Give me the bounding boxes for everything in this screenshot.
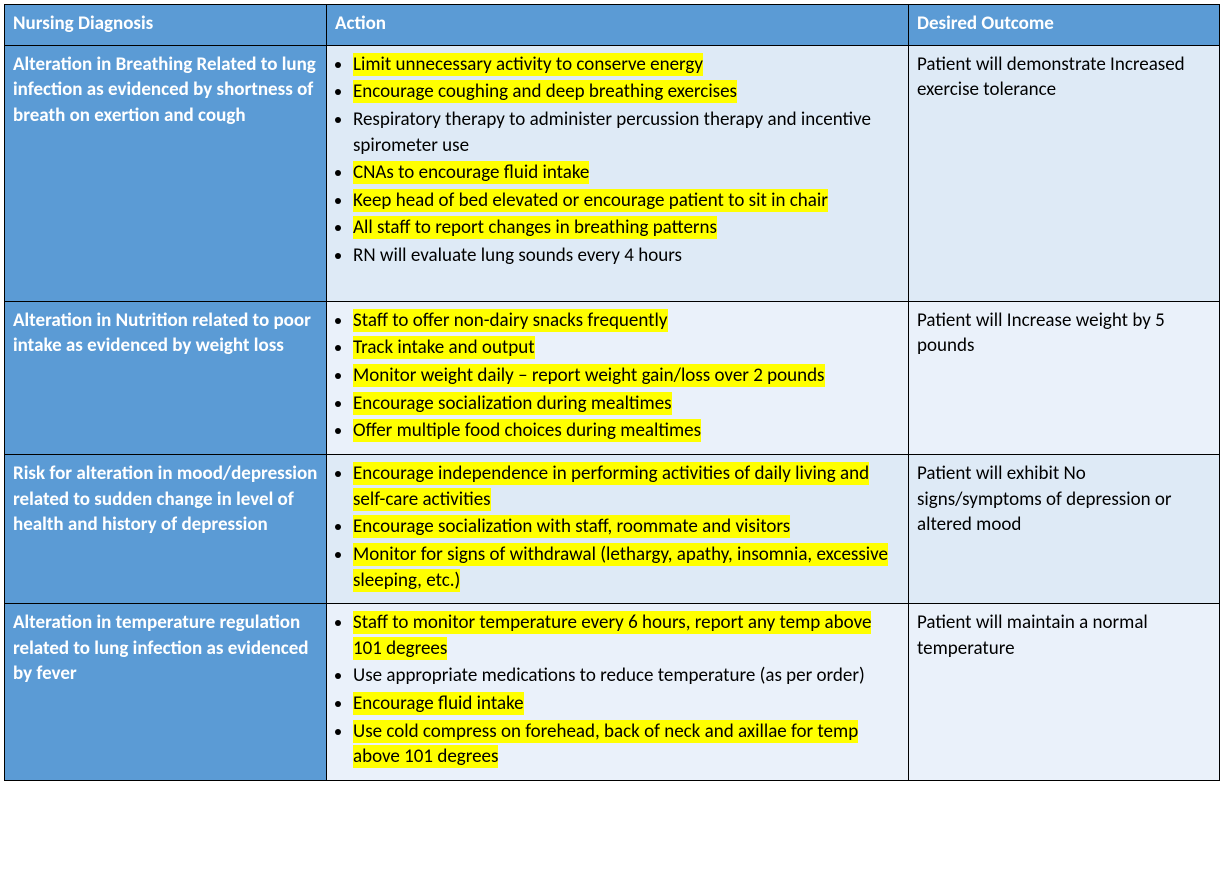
outcome-cell: Patient will maintain a normal temperatu…: [909, 604, 1220, 781]
col-header-action: Action: [327, 5, 909, 46]
action-item: Monitor weight daily – report weight gai…: [353, 363, 900, 389]
action-item: Staff to offer non-dairy snacks frequent…: [353, 308, 900, 334]
diagnosis-cell: Alteration in temperature regulation rel…: [5, 604, 327, 781]
action-text: Encourage socialization with staff, room…: [353, 515, 790, 538]
action-text: Staff to monitor temperature every 6 hou…: [353, 611, 871, 660]
outcome-cell: Patient will exhibit No signs/symptoms o…: [909, 454, 1220, 603]
action-cell: Limit unnecessary activity to conserve e…: [327, 45, 909, 301]
action-item: Encourage fluid intake: [353, 691, 900, 717]
table-row: Alteration in Nutrition related to poor …: [5, 301, 1220, 454]
col-header-outcome: Desired Outcome: [909, 5, 1220, 46]
action-item: All staff to report changes in breathing…: [353, 215, 900, 241]
action-item: CNAs to encourage fluid intake: [353, 160, 900, 186]
action-item: Limit unnecessary activity to conserve e…: [353, 52, 900, 78]
action-list: Staff to offer non-dairy snacks frequent…: [335, 308, 900, 444]
outcome-cell: Patient will Increase weight by 5 pounds: [909, 301, 1220, 454]
action-text: Encourage coughing and deep breathing ex…: [353, 80, 737, 103]
action-item: Track intake and output: [353, 335, 900, 361]
action-text: Keep head of bed elevated or encourage p…: [353, 189, 828, 212]
action-cell: Encourage independence in performing act…: [327, 454, 909, 603]
table-body: Alteration in Breathing Related to lung …: [5, 45, 1220, 780]
action-list: Encourage independence in performing act…: [335, 461, 900, 593]
action-text: RN will evaluate lung sounds every 4 hou…: [353, 244, 682, 267]
diagnosis-cell: Risk for alteration in mood/depression r…: [5, 454, 327, 603]
col-header-diagnosis: Nursing Diagnosis: [5, 5, 327, 46]
table-row: Alteration in temperature regulation rel…: [5, 604, 1220, 781]
action-item: Encourage socialization during mealtimes: [353, 391, 900, 417]
action-text: All staff to report changes in breathing…: [353, 216, 717, 239]
action-text: Track intake and output: [353, 336, 535, 359]
action-text: CNAs to encourage fluid intake: [353, 161, 589, 184]
action-item: Use cold compress on forehead, back of n…: [353, 719, 900, 770]
action-text: Encourage independence in performing act…: [353, 462, 869, 511]
action-list: Staff to monitor temperature every 6 hou…: [335, 610, 900, 770]
table-row: Alteration in Breathing Related to lung …: [5, 45, 1220, 301]
action-list: Limit unnecessary activity to conserve e…: [335, 52, 900, 269]
table-row: Risk for alteration in mood/depression r…: [5, 454, 1220, 603]
action-item: Encourage independence in performing act…: [353, 461, 900, 512]
action-text: Use cold compress on forehead, back of n…: [353, 720, 858, 769]
diagnosis-cell: Alteration in Breathing Related to lung …: [5, 45, 327, 301]
action-item: Encourage coughing and deep breathing ex…: [353, 79, 900, 105]
action-text: Monitor weight daily – report weight gai…: [353, 364, 825, 387]
diagnosis-cell: Alteration in Nutrition related to poor …: [5, 301, 327, 454]
action-item: Keep head of bed elevated or encourage p…: [353, 188, 900, 214]
action-text: Respiratory therapy to administer percus…: [353, 108, 871, 157]
action-item: Offer multiple food choices during mealt…: [353, 418, 900, 444]
action-text: Use appropriate medications to reduce te…: [353, 664, 865, 687]
action-text: Offer multiple food choices during mealt…: [353, 419, 701, 442]
action-item: Use appropriate medications to reduce te…: [353, 663, 900, 689]
action-text: Limit unnecessary activity to conserve e…: [353, 53, 703, 76]
action-item: Monitor for signs of withdrawal (letharg…: [353, 542, 900, 593]
action-text: Staff to offer non-dairy snacks frequent…: [353, 309, 668, 332]
outcome-cell: Patient will demonstrate Increased exerc…: [909, 45, 1220, 301]
action-item: Respiratory therapy to administer percus…: [353, 107, 900, 158]
action-cell: Staff to monitor temperature every 6 hou…: [327, 604, 909, 781]
action-text: Monitor for signs of withdrawal (letharg…: [353, 543, 888, 592]
nursing-care-plan-table: Nursing Diagnosis Action Desired Outcome…: [4, 4, 1220, 781]
action-text: Encourage fluid intake: [353, 692, 524, 715]
action-item: Encourage socialization with staff, room…: [353, 514, 900, 540]
action-item: Staff to monitor temperature every 6 hou…: [353, 610, 900, 661]
action-item: RN will evaluate lung sounds every 4 hou…: [353, 243, 900, 269]
action-cell: Staff to offer non-dairy snacks frequent…: [327, 301, 909, 454]
header-row: Nursing Diagnosis Action Desired Outcome: [5, 5, 1220, 46]
action-text: Encourage socialization during mealtimes: [353, 392, 672, 415]
